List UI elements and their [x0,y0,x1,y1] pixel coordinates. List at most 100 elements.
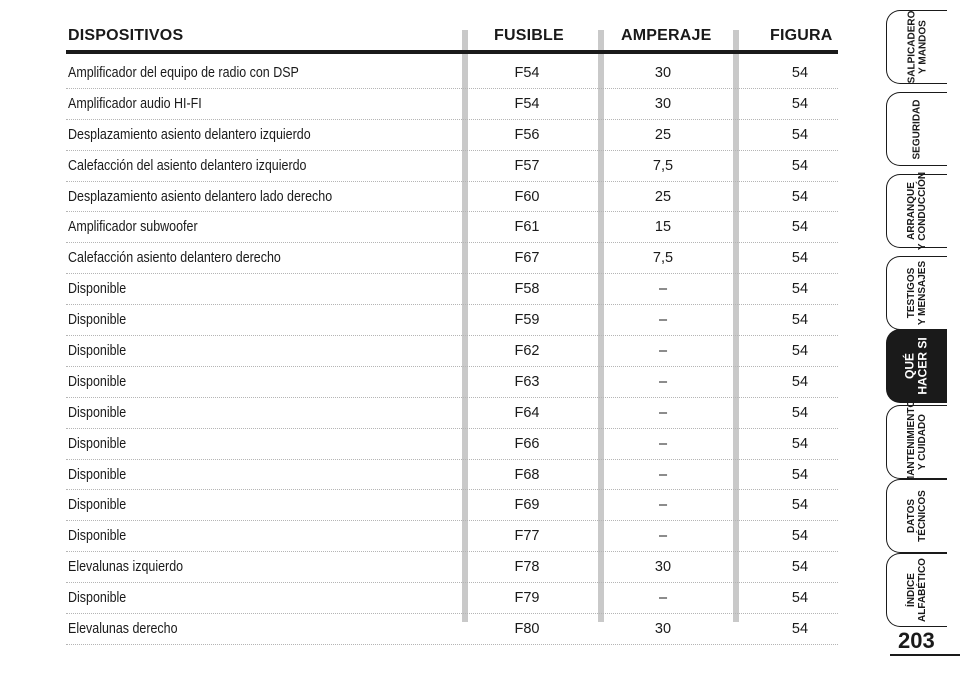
fuse-cell: F59 [514,312,540,329]
figure-cell: 54 [791,621,809,638]
chapter-tab-6[interactable]: DATOS TÉCNICOS [886,479,947,553]
amperage-cell: – [658,312,668,329]
table-row: Amplificador del equipo de radio con DSP… [66,58,838,89]
table-row: Desplazamiento asiento delantero izquier… [66,120,838,151]
chapter-tab-label: SALPICADERO Y MANDOS [906,10,929,84]
figure-cell: 54 [791,157,809,174]
device-cell: Elevalunas izquierdo [68,559,184,576]
fuse-cell: F54 [514,95,540,112]
amperage-cell: 7,5 [652,250,674,267]
table-row: Disponible F79 – 54 [66,583,838,615]
amperage-cell: 15 [654,219,672,236]
fuse-cell: F61 [514,219,540,236]
chapter-tab-label: ÍNDICE ALFABÉTICO [906,558,929,622]
column-separator-figure [733,30,739,622]
fuse-cell: F68 [514,466,540,483]
device-cell: Amplificador subwoofer [68,219,198,236]
chapter-tab-5[interactable]: MANTENIMIENTO Y CUIDADO [886,400,947,484]
fuse-cell: F66 [514,435,540,452]
figure-cell: 54 [791,435,809,452]
amperage-cell: – [658,343,668,360]
fuse-table-body: Amplificador del equipo de radio con DSP… [66,58,838,645]
table-row: Disponible F68 – 54 [66,460,838,491]
amperage-cell: – [658,281,668,298]
device-cell: Amplificador del equipo de radio con DSP [68,65,299,81]
device-cell: Disponible [68,343,127,360]
figure-cell: 54 [791,95,809,112]
fuse-cell: F60 [514,188,540,205]
amperage-cell: – [658,435,668,452]
table-row: Disponible F59 – 54 [66,305,838,337]
device-cell: Disponible [68,466,127,483]
amperage-cell: 30 [654,65,672,81]
fuse-cell: F63 [514,373,540,390]
chapter-tab-2[interactable]: ARRANQUE Y CONDUCCIÓN [886,171,947,251]
figure-cell: 54 [791,466,809,483]
device-cell: Disponible [68,590,127,607]
chapter-tab-1[interactable]: SEGURIDAD [886,92,947,166]
figure-cell: 54 [791,528,809,545]
figure-cell: 54 [791,281,809,298]
chapter-tab-label: TESTIGOS Y MENSAJES [906,260,929,326]
figure-cell: 54 [791,219,809,236]
table-header: DISPOSITIVOS FUSIBLE AMPERAJE FIGURA [66,24,838,54]
device-cell: Elevalunas derecho [68,621,178,638]
device-cell: Disponible [68,281,127,298]
figure-cell: 54 [791,250,809,267]
device-cell: Calefacción del asiento delantero izquie… [68,157,307,174]
header-figure: FIGURA [770,27,833,44]
amperage-cell: 30 [654,559,672,576]
amperage-cell: 7,5 [652,157,674,174]
device-cell: Disponible [68,528,127,545]
amperage-cell: – [658,373,668,390]
chapter-tabs: SALPICADERO Y MANDOS SEGURIDAD ARRANQUE Y … [886,0,960,677]
fuse-cell: F58 [514,281,540,298]
amperage-cell: 30 [654,95,672,112]
figure-cell: 54 [791,126,809,143]
chapter-tab-3[interactable]: TESTIGOS Y MENSAJES [886,256,947,330]
amperage-cell: 30 [654,621,672,638]
table-row: Disponible F64 – 54 [66,398,838,429]
chapter-tab-label: ARRANQUE Y CONDUCCIÓN [906,171,928,251]
table-row: Disponible F77 – 54 [66,521,838,553]
device-cell: Disponible [68,435,127,452]
device-cell: Disponible [68,497,127,514]
figure-cell: 54 [791,497,809,514]
chapter-tab-label: SEGURIDAD [911,98,923,160]
fuse-cell: F67 [514,250,540,267]
chapter-tab-0[interactable]: SALPICADERO Y MANDOS [886,10,947,84]
header-device: DISPOSITIVOS [68,27,184,44]
figure-cell: 54 [791,312,809,329]
chapter-tab-label: MANTENIMIENTO Y CUIDADO [906,399,929,485]
figure-cell: 54 [791,343,809,360]
figure-cell: 54 [791,188,809,205]
figure-cell: 54 [791,65,809,81]
device-cell: Disponible [68,404,127,421]
table-row: Amplificador audio HI-FI F54 30 54 [66,89,838,120]
fuse-cell: F54 [514,65,540,81]
table-row: Desplazamiento asiento delantero lado de… [66,182,838,213]
fuse-cell: F78 [514,559,540,576]
table-row: Disponible F66 – 54 [66,429,838,460]
amperage-cell: 25 [654,188,672,205]
device-cell: Disponible [68,373,127,390]
fuse-cell: F64 [514,404,540,421]
device-cell: Desplazamiento asiento delantero lado de… [68,188,333,205]
device-cell: Calefacción asiento delantero derecho [68,250,281,267]
amperage-cell: 25 [654,126,672,143]
figure-cell: 54 [791,373,809,390]
amperage-cell: – [658,528,668,545]
fuse-cell: F80 [514,621,540,638]
table-row: Elevalunas izquierdo F78 30 54 [66,552,838,584]
chapter-tab-label: DATOS TÉCNICOS [905,490,928,542]
chapter-tab-7[interactable]: ÍNDICE ALFABÉTICO [886,553,947,627]
table-row: Calefacción del asiento delantero izquie… [66,151,838,182]
page-number: 203 [898,628,935,653]
chapter-tab-4[interactable]: QUÉ HACER SI [886,329,947,403]
table-row: Disponible F63 – 54 [66,367,838,398]
fuse-cell: F79 [514,590,540,607]
page-number-rule [890,654,960,656]
device-cell: Amplificador audio HI-FI [68,95,202,112]
figure-cell: 54 [791,590,809,607]
header-fuse: FUSIBLE [494,27,564,44]
